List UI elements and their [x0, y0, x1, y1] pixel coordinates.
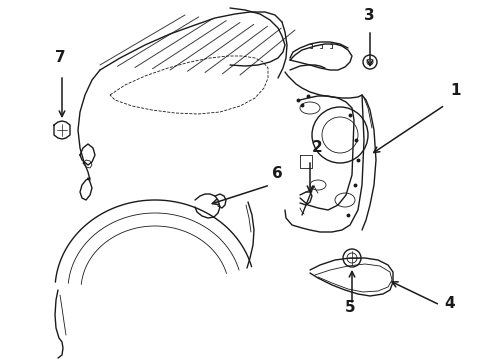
Text: 7: 7: [55, 50, 66, 65]
Text: 3: 3: [364, 8, 375, 23]
Text: 6: 6: [272, 166, 283, 181]
Text: 5: 5: [345, 300, 356, 315]
Text: 1: 1: [450, 83, 461, 98]
Text: 2: 2: [312, 140, 323, 155]
Text: 4: 4: [444, 296, 455, 311]
